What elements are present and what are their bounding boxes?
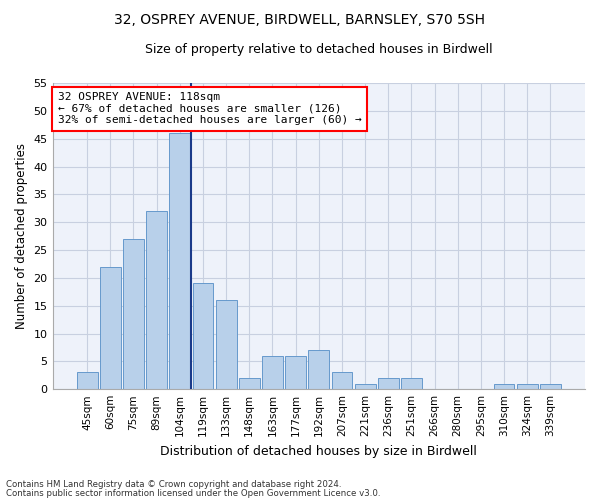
Bar (378, 378, 398, 389)
Bar (401, 378, 422, 389)
Bar (355, 384, 376, 389)
Bar (517, 384, 538, 389)
Title: Size of property relative to detached houses in Birdwell: Size of property relative to detached ho… (145, 42, 493, 56)
Bar (77, 372, 98, 389)
Bar (146, 211, 167, 389)
Bar (332, 372, 352, 389)
Y-axis label: Number of detached properties: Number of detached properties (15, 143, 28, 329)
Bar (262, 356, 283, 389)
Text: 32 OSPREY AVENUE: 118sqm
← 67% of detached houses are smaller (126)
32% of semi-: 32 OSPREY AVENUE: 118sqm ← 67% of detach… (58, 92, 362, 126)
Bar (285, 356, 306, 389)
Bar (216, 300, 236, 389)
Bar (123, 239, 144, 389)
Bar (239, 378, 260, 389)
Bar (540, 384, 561, 389)
Text: Contains HM Land Registry data © Crown copyright and database right 2024.: Contains HM Land Registry data © Crown c… (6, 480, 341, 489)
X-axis label: Distribution of detached houses by size in Birdwell: Distribution of detached houses by size … (160, 444, 477, 458)
Bar (100, 266, 121, 389)
Text: Contains public sector information licensed under the Open Government Licence v3: Contains public sector information licen… (6, 488, 380, 498)
Bar (494, 384, 514, 389)
Bar (308, 350, 329, 389)
Text: 32, OSPREY AVENUE, BIRDWELL, BARNSLEY, S70 5SH: 32, OSPREY AVENUE, BIRDWELL, BARNSLEY, S… (115, 12, 485, 26)
Bar (193, 284, 214, 389)
Bar (169, 133, 190, 389)
